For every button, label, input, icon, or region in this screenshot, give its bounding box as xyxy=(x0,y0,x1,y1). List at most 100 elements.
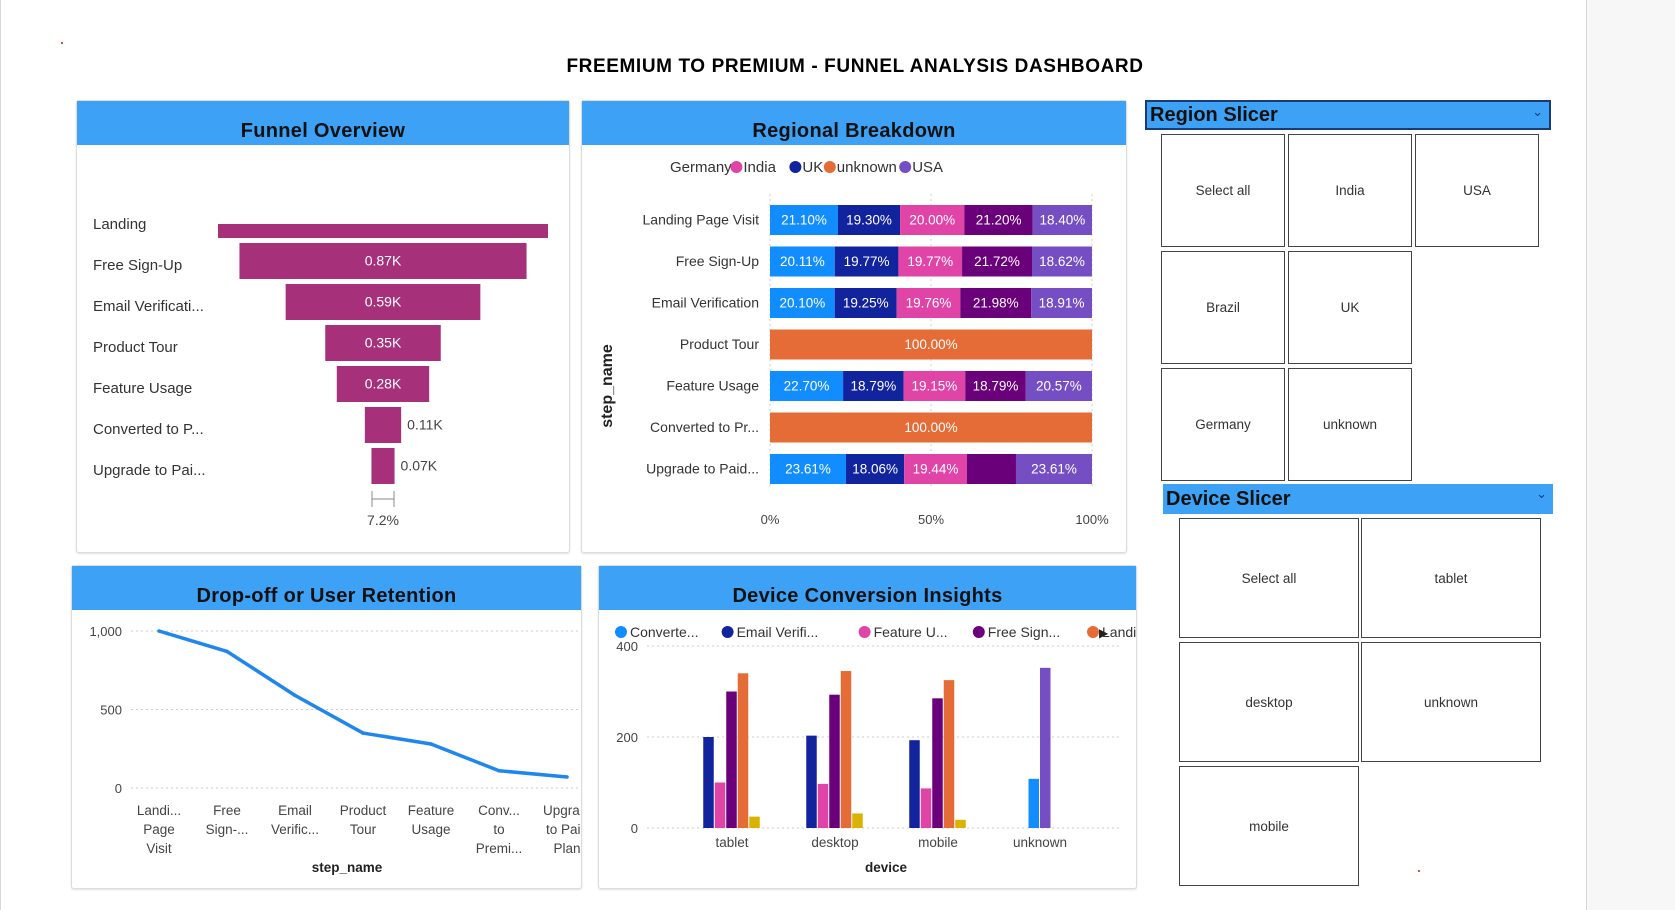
regional-chart[interactable]: Germany India UK unknown USA step_name Landing… xyxy=(582,146,1126,552)
region-slicer-option[interactable]: unknown xyxy=(1288,368,1412,481)
legend-marker xyxy=(615,626,627,638)
chevron-down-icon[interactable]: ⌄ xyxy=(1536,486,1547,501)
segment-label: 21.72% xyxy=(974,254,1020,269)
funnel-value-label: 0.87K xyxy=(365,253,402,269)
x-tick-label: Premi... xyxy=(476,841,523,856)
device-bar xyxy=(749,816,760,828)
segment-label: 18.79% xyxy=(850,379,896,394)
y-tick-label: 1,000 xyxy=(89,624,122,639)
stacked-segment xyxy=(900,205,965,235)
device-bar xyxy=(932,698,943,828)
device-slicer-header[interactable]: Device Slicer ⌄ xyxy=(1163,484,1553,514)
y-tick-label: 0 xyxy=(631,821,638,836)
row-label: Landing Page Visit xyxy=(643,212,760,228)
device-bar xyxy=(1028,778,1039,828)
segment-label: 20.00% xyxy=(909,213,955,228)
segment-label: 18.91% xyxy=(1039,296,1085,311)
segment-label: 19.77% xyxy=(844,254,890,269)
legend-label: Feature U... xyxy=(874,624,948,640)
segment-label: 19.76% xyxy=(906,296,952,311)
legend-label: unknown xyxy=(837,159,897,176)
region-slicer-option[interactable]: India xyxy=(1288,134,1412,247)
device-bar xyxy=(726,691,737,828)
dashboard-title: FREEMIUM TO PREMIUM - FUNNEL ANALYSIS DA… xyxy=(566,56,1144,77)
funnel-value-label: 0.28K xyxy=(365,376,402,392)
region-slicer-header[interactable]: Region Slicer ⌄ xyxy=(1145,100,1551,130)
funnel-value-label: 0.11K xyxy=(407,417,443,433)
row-label: Free Sign-Up xyxy=(676,253,759,269)
segment-label: 20.10% xyxy=(779,296,825,311)
segment-label: 18.06% xyxy=(852,462,898,477)
legend-marker xyxy=(730,161,743,173)
dropoff-panel[interactable]: Drop-off or User Retention 1,000 500 0 Land… xyxy=(71,565,582,889)
device-slicer-option[interactable]: tablet xyxy=(1361,518,1541,638)
retention-point xyxy=(157,629,161,633)
region-slicer-title: Region Slicer xyxy=(1150,103,1278,126)
funnel-category-label: Free Sign-Up xyxy=(93,257,182,274)
device-slicer-option[interactable]: desktop xyxy=(1179,642,1359,762)
stacked-segment xyxy=(966,454,1016,484)
retention-point xyxy=(361,731,365,735)
row-label: Email Verification xyxy=(652,295,759,311)
stacked-segment xyxy=(1031,288,1092,318)
regional-breakdown-panel[interactable]: Regional Breakdown Germany India UK unknown… xyxy=(581,100,1127,553)
segment-label: 21.10% xyxy=(781,213,827,228)
stacked-segment xyxy=(962,246,1033,277)
x-axis-title: device xyxy=(865,860,908,875)
funnel-bar xyxy=(218,224,548,238)
segment-label: 19.25% xyxy=(843,296,889,311)
funnel-overview-panel[interactable]: Funnel Overview Landing Free Sign-Up 0.87K… xyxy=(76,100,570,553)
canvas-right-gutter xyxy=(1586,0,1675,910)
region-slicer-option[interactable]: Brazil xyxy=(1161,251,1285,364)
x-tick-label: Upgra... xyxy=(543,803,581,818)
stacked-segment xyxy=(965,371,1026,401)
funnel-value-label: 0.59K xyxy=(365,294,402,310)
device-bar xyxy=(852,813,863,828)
legend-label: India xyxy=(743,159,776,176)
device-bar xyxy=(817,783,829,828)
device-slicer-option[interactable]: mobile xyxy=(1179,766,1359,886)
x-tick-label: tablet xyxy=(715,835,748,850)
x-tick-label: 0% xyxy=(761,512,780,527)
legend-marker xyxy=(972,626,985,638)
region-slicer-option[interactable]: UK xyxy=(1288,251,1412,364)
retention-point xyxy=(429,742,433,746)
legend-marker xyxy=(789,161,802,173)
stacked-segment xyxy=(834,288,897,318)
x-tick-label: Product xyxy=(340,803,387,818)
stacked-segment xyxy=(770,454,847,484)
device-slicer-option[interactable]: Select all xyxy=(1179,518,1359,638)
x-tick-label: Usage xyxy=(411,822,450,837)
chevron-down-icon[interactable]: ⌄ xyxy=(1532,104,1543,119)
stacked-segment xyxy=(904,454,967,484)
dropoff-chart[interactable]: 1,000 500 0 Landi... Page Visit Free Sign-... Em… xyxy=(72,611,581,888)
legend-label: Germany xyxy=(670,159,732,176)
segment-label: 18.40% xyxy=(1039,213,1085,228)
region-slicer-option[interactable]: Germany xyxy=(1161,368,1285,481)
funnel-value-label: 0.07K xyxy=(401,458,438,474)
device-conversion-panel[interactable]: Device Conversion Insights Converte... Em… xyxy=(598,565,1137,889)
x-tick-label: Landi... xyxy=(137,803,181,818)
x-tick-label: Email xyxy=(278,803,312,818)
region-slicer-option[interactable]: USA xyxy=(1415,134,1539,247)
stacked-segment xyxy=(1032,205,1092,235)
y-tick-label: 200 xyxy=(616,730,638,745)
funnel-chart[interactable]: Landing Free Sign-Up 0.87K Email Verificati… xyxy=(77,146,569,552)
y-tick-label: 0 xyxy=(115,781,122,796)
device-chart[interactable]: Converte... Email Verifi... Feature U... Fr… xyxy=(599,611,1136,888)
region-slicer-option[interactable]: Select all xyxy=(1161,134,1285,247)
funnel-category-label: Email Verificati... xyxy=(93,298,204,315)
x-tick-label: unknown xyxy=(1013,835,1067,850)
row-label: Feature Usage xyxy=(666,378,759,394)
legend-label: Email Verifi... xyxy=(737,624,819,640)
stray-dot xyxy=(1418,870,1420,872)
funnel-bar xyxy=(285,284,481,320)
legend-label: Converte... xyxy=(630,624,698,640)
y-tick-label: 400 xyxy=(616,639,638,654)
device-slicer-option[interactable]: unknown xyxy=(1361,642,1541,762)
panel-title: Drop-off or User Retention xyxy=(196,585,457,607)
stacked-segment xyxy=(770,412,1092,443)
retention-point xyxy=(497,768,501,773)
stacked-segment xyxy=(843,371,904,401)
regional-breakdown-header: Regional Breakdown xyxy=(582,101,1126,145)
